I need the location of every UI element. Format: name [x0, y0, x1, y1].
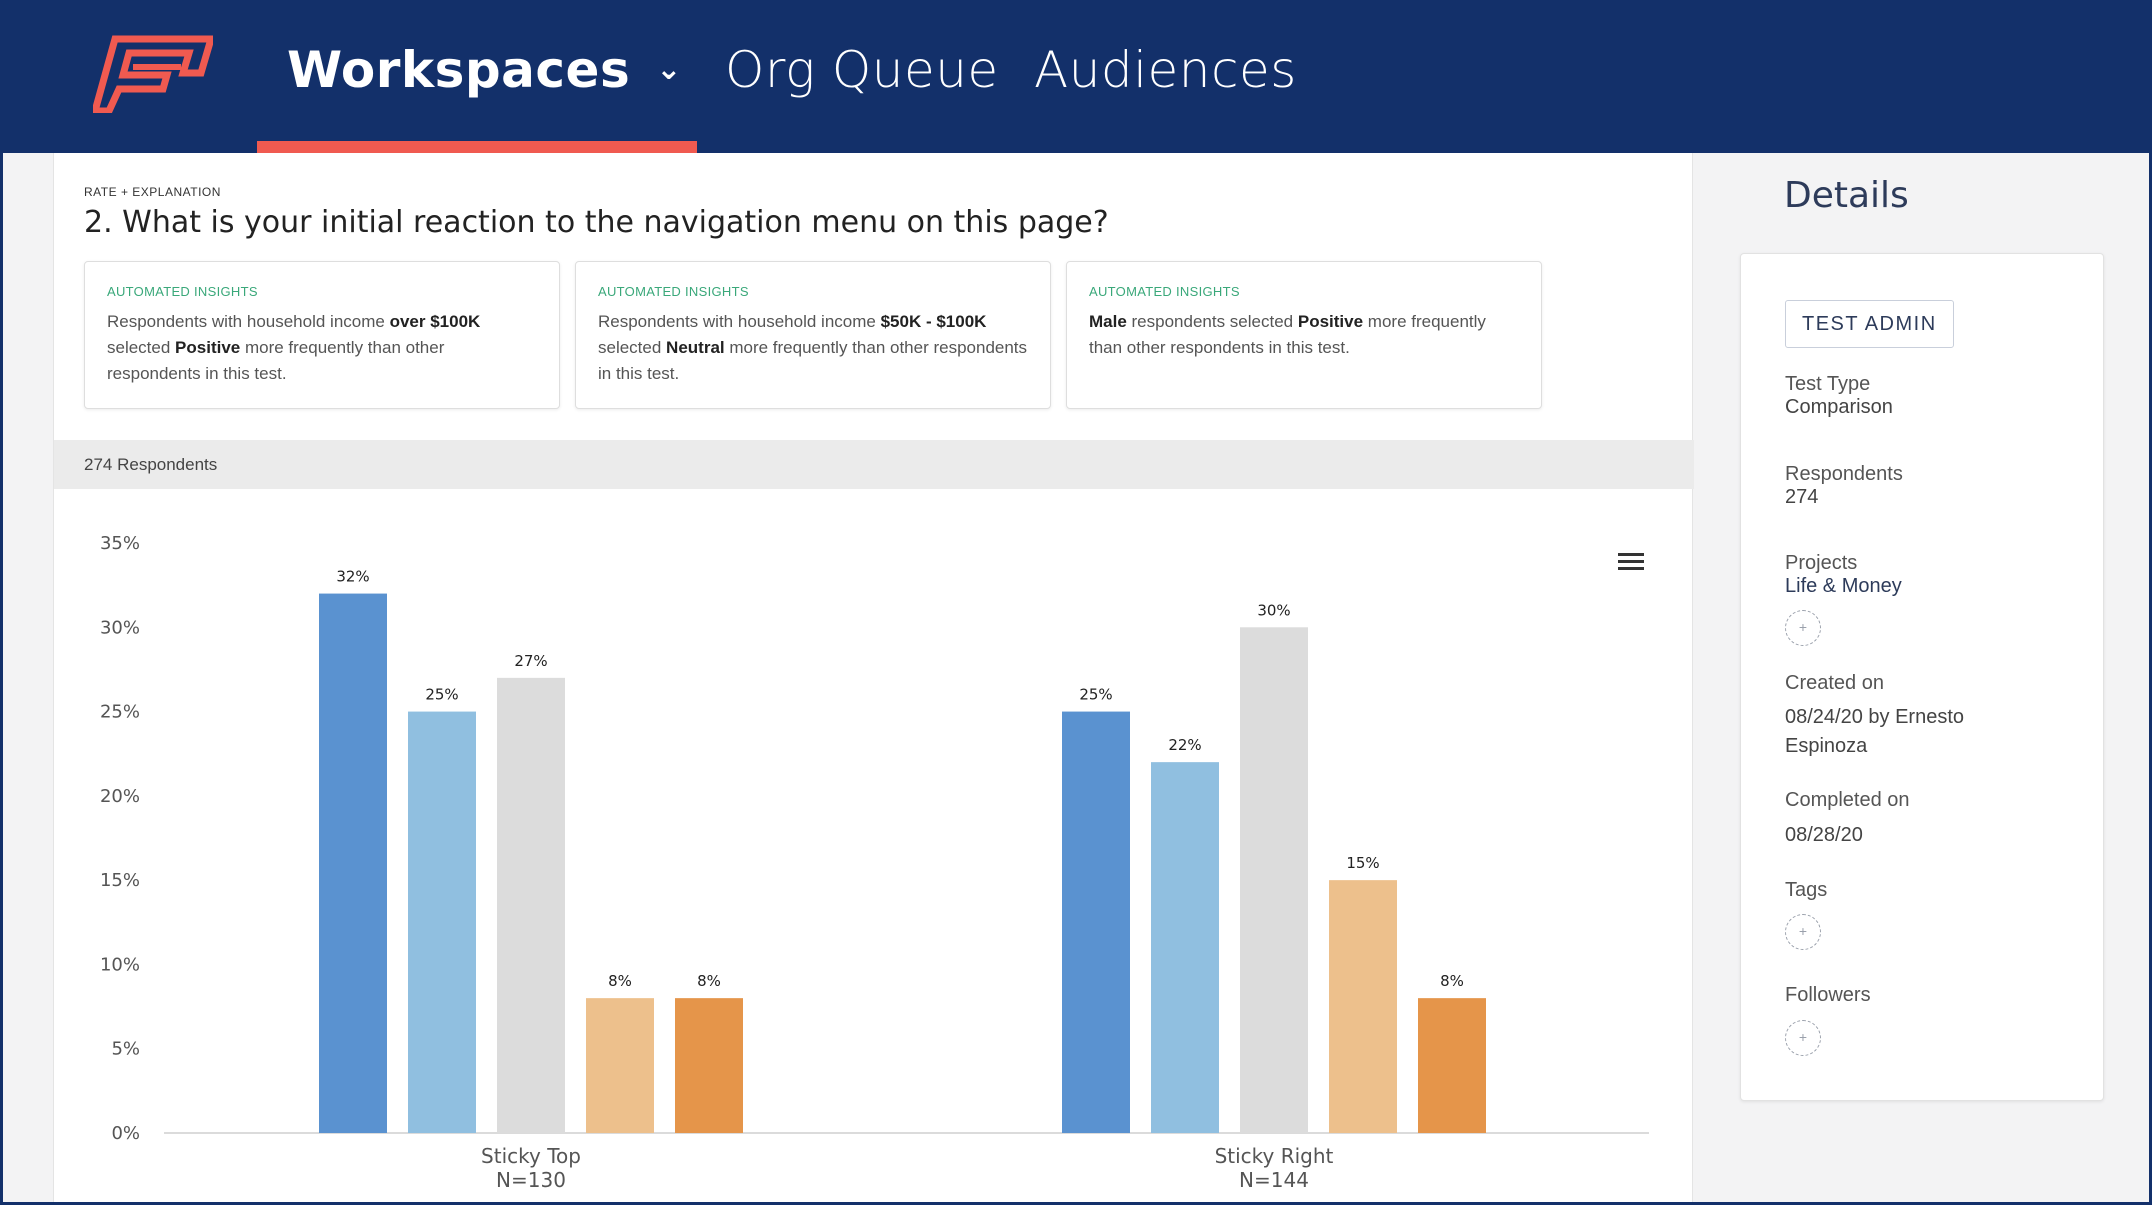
insight-segment: more frequently than other respondents i…: [1089, 312, 1486, 357]
insight-segment: Respondents with household income: [598, 312, 881, 331]
bar: [1418, 998, 1486, 1133]
insight-label: AUTOMATED INSIGHTS: [1089, 284, 1240, 299]
bar: [1329, 880, 1397, 1133]
bar: [319, 593, 387, 1133]
x-category-sublabel: N=130: [496, 1168, 566, 1192]
bar: [1240, 627, 1308, 1133]
insight-segment: respondents selected: [1126, 312, 1298, 331]
add-project-button[interactable]: +: [1785, 610, 1821, 646]
completed-value: 08/28/20: [1785, 824, 1863, 846]
bar-value-label: 8%: [697, 972, 721, 990]
y-tick-label: 25%: [100, 702, 140, 723]
details-card: TEST ADMIN Test Type Comparison Responde…: [1740, 253, 2104, 1101]
insight-card: AUTOMATED INSIGHTS Respondents with hous…: [84, 261, 560, 409]
insight-segment: selected: [598, 338, 667, 357]
y-tick-label: 35%: [100, 533, 140, 554]
respondents-count: 274 Respondents: [84, 455, 218, 474]
insight-emphasis: $50K - $100K: [880, 312, 987, 331]
insight-label: AUTOMATED INSIGHTS: [598, 284, 749, 299]
bar-value-label: 8%: [608, 972, 632, 990]
bar-value-label: 8%: [1440, 972, 1464, 990]
projects-label: Projects: [1785, 552, 1858, 574]
question-title: 2. What is your initial reaction to the …: [84, 205, 1109, 240]
add-tag-button[interactable]: +: [1785, 914, 1821, 950]
bar-value-label: 25%: [1079, 686, 1112, 704]
details-title: Details: [1784, 175, 1909, 216]
y-tick-label: 5%: [111, 1039, 140, 1060]
brand-logo-icon[interactable]: [93, 33, 213, 113]
question-type-label: RATE + EXPLANATION: [84, 185, 221, 199]
bar-value-label: 32%: [336, 568, 369, 586]
followers-label: Followers: [1785, 984, 1871, 1006]
question-panel: RATE + EXPLANATION 2. What is your initi…: [53, 153, 1694, 1202]
created-value-author: Espinoza: [1785, 735, 1868, 757]
insight-label: AUTOMATED INSIGHTS: [107, 284, 258, 299]
bar: [1062, 711, 1130, 1133]
tags-label: Tags: [1785, 879, 1828, 901]
created-label: Created on: [1785, 672, 1884, 694]
active-tab-indicator: [257, 141, 697, 153]
insight-emphasis: Positive: [1297, 312, 1364, 331]
bar-value-label: 25%: [425, 686, 458, 704]
bar-value-label: 27%: [514, 652, 547, 670]
nav-workspaces[interactable]: Workspaces ⌄: [287, 37, 682, 103]
insight-card: AUTOMATED INSIGHTS Respondents with hous…: [575, 261, 1051, 409]
bar-chart-svg: 0% 5% 10% 15% 20% 25% 30% 35% 32% 25% 27% 8% 8% Stick…: [100, 533, 1649, 1192]
y-tick-label: 0%: [111, 1123, 140, 1144]
nav-audiences[interactable]: Audiences: [1034, 41, 1297, 99]
test-admin-badge[interactable]: TEST ADMIN: [1785, 300, 1954, 348]
respondents-label: Respondents: [1785, 463, 1903, 485]
bar-value-label: 30%: [1257, 601, 1290, 619]
insight-text: Male respondents selected Positive more …: [1089, 309, 1519, 361]
bar-value-label: 22%: [1168, 736, 1201, 754]
insight-emphasis: Male: [1089, 312, 1127, 331]
project-link[interactable]: Life & Money: [1785, 575, 1902, 597]
x-category-label: Sticky Top: [481, 1144, 581, 1168]
nav-workspaces-label: Workspaces: [287, 41, 631, 99]
insight-segment: more frequently than other respondents i…: [598, 338, 1028, 383]
y-tick-label: 10%: [100, 954, 140, 975]
nav-org-queue[interactable]: Org Queue: [725, 41, 999, 99]
bar: [497, 677, 565, 1133]
test-type-label: Test Type: [1785, 373, 1871, 395]
insight-card: AUTOMATED INSIGHTS Male respondents sele…: [1066, 261, 1542, 409]
insight-emphasis: Positive: [175, 338, 241, 357]
bar-value-label: 15%: [1346, 854, 1379, 872]
bar: [1151, 762, 1219, 1133]
y-tick-label: 20%: [100, 786, 140, 807]
x-category-label: Sticky Right: [1215, 1144, 1334, 1168]
completed-label: Completed on: [1785, 789, 1910, 811]
y-tick-label: 30%: [100, 617, 140, 638]
insight-text: Respondents with household income over $…: [107, 309, 537, 387]
created-value-date: 08/24/20 by Ernesto: [1785, 706, 1965, 728]
bar-chart: 0% 5% 10% 15% 20% 25% 30% 35% 32% 25% 27% 8% 8% Stick…: [54, 489, 1694, 1202]
insight-emphasis: over $100K: [389, 312, 481, 331]
insight-segment: more frequently than other respondents i…: [107, 338, 445, 383]
bar: [586, 998, 654, 1133]
insight-text: Respondents with household income $50K -…: [598, 309, 1028, 387]
bar: [675, 998, 743, 1133]
insight-emphasis: Neutral: [666, 338, 725, 357]
add-follower-button[interactable]: +: [1785, 1020, 1821, 1056]
y-tick-label: 15%: [100, 870, 140, 891]
insight-segment: selected: [107, 338, 176, 357]
respondents-value: 274: [1785, 486, 1819, 508]
bar: [408, 711, 476, 1133]
insight-segment: Respondents with household income: [107, 312, 390, 331]
respondents-bar: 274 Respondents: [54, 440, 1694, 489]
top-navigation: Workspaces ⌄ Org Queue Audiences: [3, 3, 2149, 153]
test-type-value: Comparison: [1785, 396, 1893, 418]
chevron-down-icon: ⌄: [656, 51, 682, 87]
x-category-sublabel: N=144: [1239, 1168, 1309, 1192]
hamburger-menu-icon[interactable]: [1616, 549, 1646, 575]
